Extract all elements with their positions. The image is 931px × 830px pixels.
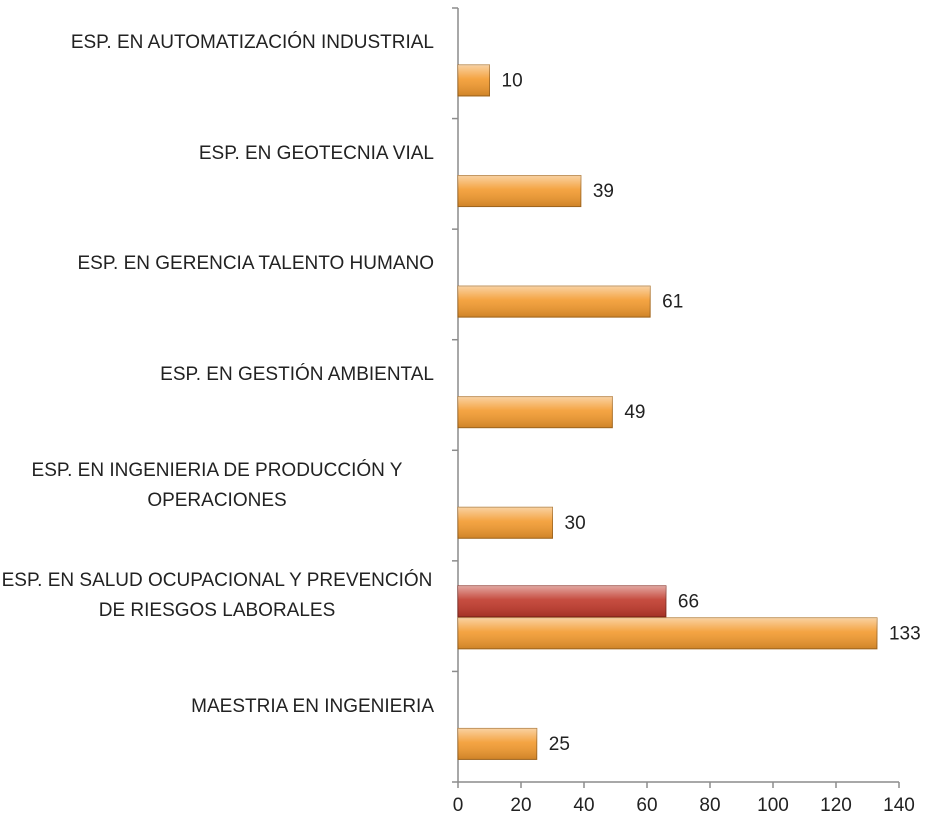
category-label: ESP. EN SALUD OCUPACIONAL Y PREVENCIÓN D…	[0, 566, 434, 626]
bar-shine	[458, 585, 666, 617]
category-label: MAESTRIA EN INGENIERIA	[0, 692, 434, 722]
category-label: ESP. EN GERENCIA TALENTO HUMANO	[0, 249, 434, 279]
category-text: ESP. EN GESTIÓN AMBIENTAL	[160, 364, 434, 385]
category-text: ESP. EN SALUD OCUPACIONAL Y PREVENCIÓN D…	[1, 570, 433, 622]
x-tick-label: 80	[699, 795, 720, 816]
x-tick-label: 120	[820, 795, 852, 816]
x-tick-label: 100	[757, 795, 789, 816]
category-label: ESP. EN GEOTECNIA VIAL	[0, 139, 434, 169]
bar-shine	[458, 175, 581, 207]
value-label: 66	[678, 591, 699, 612]
value-label: 133	[889, 623, 921, 644]
category-text: ESP. EN GERENCIA TALENTO HUMANO	[77, 253, 434, 275]
bar-shine	[458, 728, 537, 760]
category-label: ESP. EN AUTOMATIZACIÓN INDUSTRIAL	[0, 28, 434, 58]
value-label: 25	[549, 734, 570, 755]
category-text: ESP. EN INGENIERIA DE PRODUCCIÓN Y OPERA…	[31, 459, 403, 511]
bar-shine	[458, 617, 877, 649]
value-label: 49	[624, 402, 645, 423]
bar-shine	[458, 65, 490, 96]
category-label: ESP. EN INGENIERIA DE PRODUCCIÓN Y OPERA…	[0, 456, 434, 516]
x-tick-label: 20	[510, 795, 531, 816]
bar-shine	[458, 286, 651, 318]
category-label: ESP. EN GESTIÓN AMBIENTAL	[0, 360, 434, 390]
value-label: 10	[502, 71, 523, 92]
bar-shine	[458, 396, 613, 428]
x-tick-label: 60	[636, 795, 657, 816]
category-text: ESP. EN AUTOMATIZACIÓN INDUSTRIAL	[70, 32, 434, 54]
category-text: ESP. EN GEOTECNIA VIAL	[198, 142, 434, 164]
x-tick-label: 40	[573, 795, 594, 816]
bar-shine	[458, 507, 553, 539]
category-text: MAESTRIA EN INGENIERIA	[191, 695, 434, 717]
value-label: 30	[565, 513, 586, 534]
value-label: 39	[593, 181, 614, 202]
value-label: 61	[662, 292, 683, 313]
x-tick-label: 0	[453, 795, 464, 816]
x-tick-label: 140	[883, 795, 915, 816]
